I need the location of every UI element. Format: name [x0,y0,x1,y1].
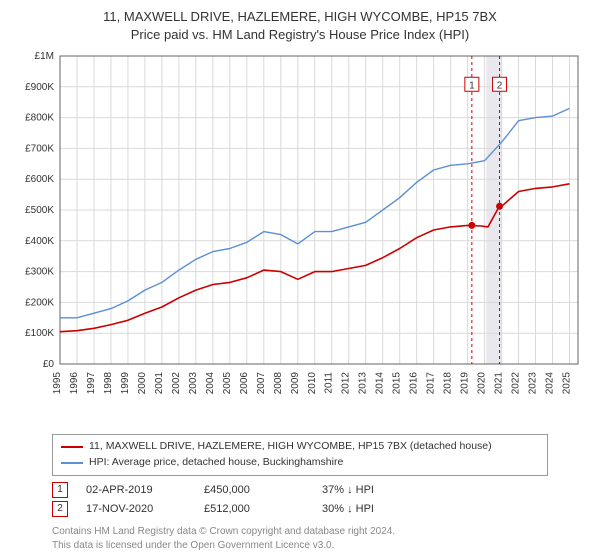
svg-text:2019: 2019 [460,372,471,395]
svg-text:£900K: £900K [25,82,54,93]
svg-text:2020: 2020 [477,372,488,395]
legend-item: 11, MAXWELL DRIVE, HAZLEMERE, HIGH WYCOM… [61,439,539,455]
title-subtitle: Price paid vs. HM Land Registry's House … [12,26,588,44]
legend-label: HPI: Average price, detached house, Buck… [89,455,343,471]
title-address: 11, MAXWELL DRIVE, HAZLEMERE, HIGH WYCOM… [12,8,588,26]
transaction-pct: 30% ↓ HPI [322,503,422,515]
svg-text:2011: 2011 [324,372,335,394]
footnote-line: Contains HM Land Registry data © Crown c… [52,525,548,539]
svg-text:2000: 2000 [137,372,148,395]
legend: 11, MAXWELL DRIVE, HAZLEMERE, HIGH WYCOM… [52,434,548,476]
svg-text:2022: 2022 [511,372,522,395]
svg-text:£300K: £300K [25,267,54,278]
svg-text:2005: 2005 [222,372,233,395]
svg-text:£800K: £800K [25,113,54,124]
svg-text:2021: 2021 [494,372,505,395]
svg-text:1997: 1997 [86,372,97,395]
chart-container: 11, MAXWELL DRIVE, HAZLEMERE, HIGH WYCOM… [0,0,600,560]
svg-text:2007: 2007 [256,372,267,395]
legend-label: 11, MAXWELL DRIVE, HAZLEMERE, HIGH WYCOM… [89,439,492,455]
svg-text:2018: 2018 [443,372,454,395]
svg-text:1998: 1998 [103,372,114,395]
svg-text:2012: 2012 [341,372,352,395]
svg-text:2025: 2025 [562,372,573,395]
svg-text:2002: 2002 [171,372,182,395]
svg-text:2015: 2015 [392,372,403,395]
svg-text:2016: 2016 [409,372,420,395]
transaction-badge: 1 [52,482,68,498]
legend-swatch [61,446,83,448]
svg-text:£100K: £100K [25,329,54,340]
svg-text:1999: 1999 [120,372,131,395]
legend-item: HPI: Average price, detached house, Buck… [61,455,539,471]
svg-text:2013: 2013 [358,372,369,395]
svg-text:2001: 2001 [154,372,165,395]
transaction-badge: 2 [52,501,68,517]
svg-text:2006: 2006 [239,372,250,395]
transaction-row: 1 02-APR-2019 £450,000 37% ↓ HPI [52,482,548,498]
svg-text:£200K: £200K [25,298,54,309]
chart-title: 11, MAXWELL DRIVE, HAZLEMERE, HIGH WYCOM… [12,8,588,44]
svg-text:£500K: £500K [25,205,54,216]
chart-plot: £0 £100K £200K £300K £400K £500K £600K £700K £80… [12,48,588,428]
svg-text:1995: 1995 [52,372,63,395]
svg-text:£700K: £700K [25,144,54,155]
transaction-date: 02-APR-2019 [86,484,186,496]
chart-svg: £0 £100K £200K £300K £400K £500K £600K £700K £80… [12,48,588,428]
legend-swatch [61,462,83,464]
svg-text:1: 1 [469,81,475,92]
svg-text:2024: 2024 [545,372,556,395]
transaction-row: 2 17-NOV-2020 £512,000 30% ↓ HPI [52,501,548,517]
svg-text:2023: 2023 [528,372,539,395]
svg-text:£400K: £400K [25,236,54,247]
transaction-price: £450,000 [204,484,304,496]
transaction-price: £512,000 [204,503,304,515]
svg-text:1996: 1996 [69,372,80,395]
svg-text:2017: 2017 [426,372,437,395]
svg-text:£600K: £600K [25,175,54,186]
svg-text:2014: 2014 [375,372,386,395]
svg-text:2009: 2009 [290,372,301,395]
svg-text:2010: 2010 [307,372,318,395]
footnote-line: This data is licensed under the Open Gov… [52,539,548,553]
svg-text:2008: 2008 [273,372,284,395]
footnote: Contains HM Land Registry data © Crown c… [52,525,548,553]
svg-text:£1M: £1M [35,51,54,62]
svg-text:2003: 2003 [188,372,199,395]
transaction-date: 17-NOV-2020 [86,503,186,515]
transaction-pct: 37% ↓ HPI [322,484,422,496]
svg-text:2004: 2004 [205,372,216,395]
svg-text:£0: £0 [43,359,55,370]
transaction-list: 1 02-APR-2019 £450,000 37% ↓ HPI 2 17-NOV-202… [12,482,588,517]
svg-text:2: 2 [497,81,503,92]
